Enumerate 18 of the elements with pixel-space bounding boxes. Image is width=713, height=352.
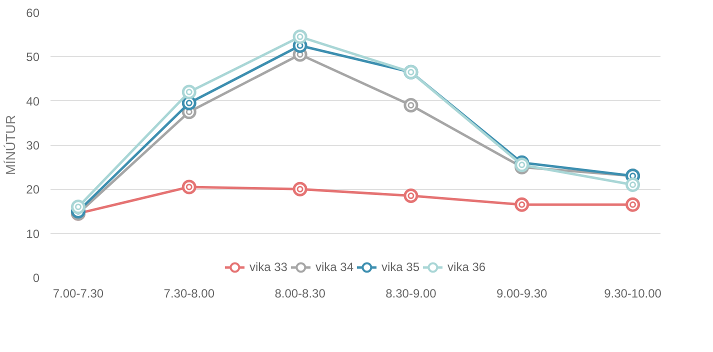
- x-tick-label: 9.30-10.00: [604, 286, 662, 300]
- y-tick-label: 20: [26, 182, 40, 197]
- y-tick-label: 10: [26, 226, 40, 241]
- y-tick-label: 40: [26, 94, 40, 108]
- y-tick-label: 30: [26, 138, 40, 152]
- legend-label: vika 33: [249, 260, 288, 274]
- x-tick-label: 8.00-8.30: [274, 286, 326, 300]
- x-tick-label: 7.00-7.30: [52, 286, 104, 300]
- y-tick-label: 0: [32, 271, 40, 285]
- x-tick-label: 9.00-9.30: [496, 286, 548, 300]
- y-tick-label: 50: [26, 50, 40, 64]
- legend-label: vika 34: [315, 260, 354, 274]
- legend-label: vika 36: [448, 260, 486, 274]
- y-axis-title: MÍNÚTUR: [3, 115, 18, 175]
- x-tick-label: 7.30-8.00: [164, 286, 215, 300]
- y-tick-label: 60: [26, 6, 40, 20]
- legend-label: vika 35: [382, 260, 420, 274]
- x-tick-label: 8.30-9.00: [386, 286, 437, 300]
